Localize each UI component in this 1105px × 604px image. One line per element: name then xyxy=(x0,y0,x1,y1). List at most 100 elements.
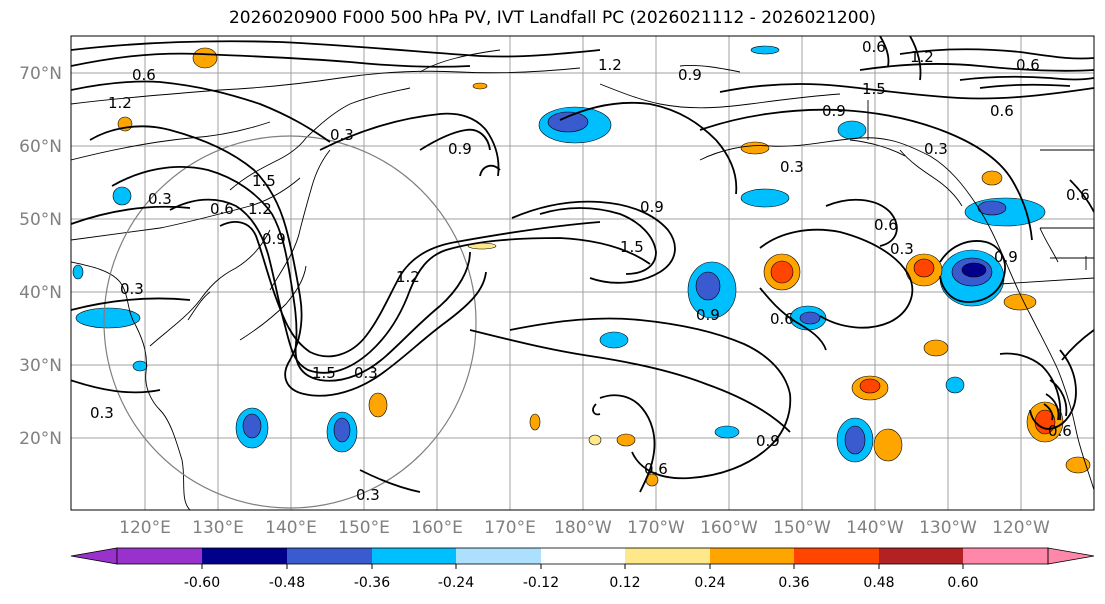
contour-label: 0.9 xyxy=(640,198,664,216)
pos-anomaly-patch xyxy=(740,141,770,155)
pos-anomaly-patch xyxy=(588,434,602,446)
neg-anomaly-patch xyxy=(977,200,1007,216)
contour-label: 1.2 xyxy=(396,268,420,286)
contour-label: 0.9 xyxy=(822,102,846,120)
contour-label: 0.9 xyxy=(678,66,702,84)
contour-label: 0.3 xyxy=(90,404,114,422)
contour-label: 1.2 xyxy=(598,56,622,74)
contour-label: 0.9 xyxy=(994,248,1018,266)
contour-label: 1.5 xyxy=(620,238,644,256)
contour-label: 1.5 xyxy=(862,80,886,98)
pos-anomaly-patch xyxy=(913,258,935,278)
pos-anomaly-patch xyxy=(529,413,541,431)
latitude-axis: 70°N 60°N 50°N 40°N 30°N 20°N xyxy=(19,64,62,449)
lat-label: 30°N xyxy=(19,356,62,376)
ivt-shading xyxy=(72,45,1091,487)
lon-label: 170°W xyxy=(627,518,685,538)
contour-label: 1.5 xyxy=(312,364,336,382)
contour-label: 0.3 xyxy=(120,280,144,298)
contour-label: 0.6 xyxy=(644,460,668,478)
contour-label: 0.6 xyxy=(990,102,1014,120)
contour-label: 1.2 xyxy=(108,94,132,112)
colorbar-extend-max xyxy=(1047,547,1095,565)
neg-anomaly-patch xyxy=(740,188,790,208)
map-frame xyxy=(70,35,1095,511)
neg-anomaly-patch xyxy=(72,264,84,280)
neg-anomaly-patch xyxy=(112,186,132,206)
colorbar-tick-label: -0.36 xyxy=(354,575,390,591)
lon-label: 120°E xyxy=(119,518,171,538)
pv-contours xyxy=(71,36,1094,493)
contour-label: 1.2 xyxy=(910,48,934,66)
lat-label: 70°N xyxy=(19,64,62,84)
colorbar-bin xyxy=(117,548,202,564)
contour-label: 0.3 xyxy=(924,140,948,158)
lat-label: 60°N xyxy=(19,137,62,157)
colorbar-tick-label: -0.60 xyxy=(184,575,220,591)
contour-label: 0.6 xyxy=(210,200,234,218)
contour-label: 0.3 xyxy=(356,486,380,504)
neg-anomaly-patch xyxy=(242,413,262,439)
neg-anomaly-patch xyxy=(961,262,987,278)
contour-label: 0.3 xyxy=(330,126,354,144)
contour-label: 0.3 xyxy=(354,364,378,382)
lat-label: 50°N xyxy=(19,210,62,230)
colorbar-bin xyxy=(879,548,963,564)
contour-label: 0.9 xyxy=(696,306,720,324)
contour-label: 0.6 xyxy=(874,216,898,234)
pos-anomaly-patch xyxy=(770,260,794,284)
contour-label: 0.6 xyxy=(770,310,794,328)
lon-label: 130°E xyxy=(192,518,244,538)
lon-label: 140°W xyxy=(846,518,904,538)
contour-label: 0.9 xyxy=(756,432,780,450)
neg-anomaly-patch xyxy=(844,425,866,455)
lon-label: 160°E xyxy=(411,518,463,538)
contour-label: 0.3 xyxy=(890,240,914,258)
colorbar-bin xyxy=(372,548,456,564)
colorbar-tick-label: 0.12 xyxy=(609,575,640,591)
colorbar-tick-label: 0.24 xyxy=(694,575,725,591)
pos-anomaly-patch xyxy=(981,170,1003,186)
pos-anomaly-patch xyxy=(859,378,881,394)
lon-label: 120°W xyxy=(992,518,1050,538)
contour-label: 0.6 xyxy=(1066,186,1090,204)
neg-anomaly-patch xyxy=(799,311,821,325)
lon-label: 180°W xyxy=(554,518,612,538)
contour-label: 0.9 xyxy=(448,140,472,158)
neg-anomaly-patch xyxy=(132,360,148,372)
neg-anomaly-patch xyxy=(75,307,141,329)
colorbar-bin xyxy=(625,548,710,564)
contour-label: 0.9 xyxy=(262,230,286,248)
colorbar-bin xyxy=(710,548,794,564)
lon-label: 130°W xyxy=(919,518,977,538)
colorbar-bin xyxy=(541,548,625,564)
contour-label: 0.6 xyxy=(1016,56,1040,74)
colorbar-tick-label: 0.48 xyxy=(863,575,894,591)
colorbar-tick-label: -0.24 xyxy=(438,575,474,591)
pos-anomaly-patch xyxy=(873,428,903,462)
neg-anomaly-patch xyxy=(547,111,589,133)
pos-anomaly-patch xyxy=(616,433,636,447)
lon-label: 150°W xyxy=(773,518,831,538)
colorbar-tick-label: -0.48 xyxy=(269,575,305,591)
colorbar-bin xyxy=(794,548,879,564)
pos-anomaly-patch xyxy=(472,82,488,90)
pos-anomaly-patch xyxy=(923,339,949,357)
colorbar-bin xyxy=(963,548,1048,564)
lon-label: 140°E xyxy=(265,518,317,538)
pos-anomaly-patch xyxy=(1003,293,1037,311)
graticule xyxy=(71,36,1094,510)
neg-anomaly-patch xyxy=(695,271,721,301)
contour-label: 0.6 xyxy=(132,66,156,84)
contour-label: 0.3 xyxy=(148,190,172,208)
colorbar-tick-label: -0.12 xyxy=(523,575,559,591)
neg-anomaly-patch xyxy=(714,425,740,439)
lat-label: 20°N xyxy=(19,429,62,449)
figure-title: 2026020900 F000 500 hPa PV, IVT Landfall… xyxy=(228,8,876,28)
lat-label: 40°N xyxy=(19,283,62,303)
coastlines xyxy=(71,49,1094,510)
pos-anomaly-patch xyxy=(368,392,388,418)
colorbar-extend-min xyxy=(70,547,118,565)
pos-anomaly-patch xyxy=(192,47,218,69)
